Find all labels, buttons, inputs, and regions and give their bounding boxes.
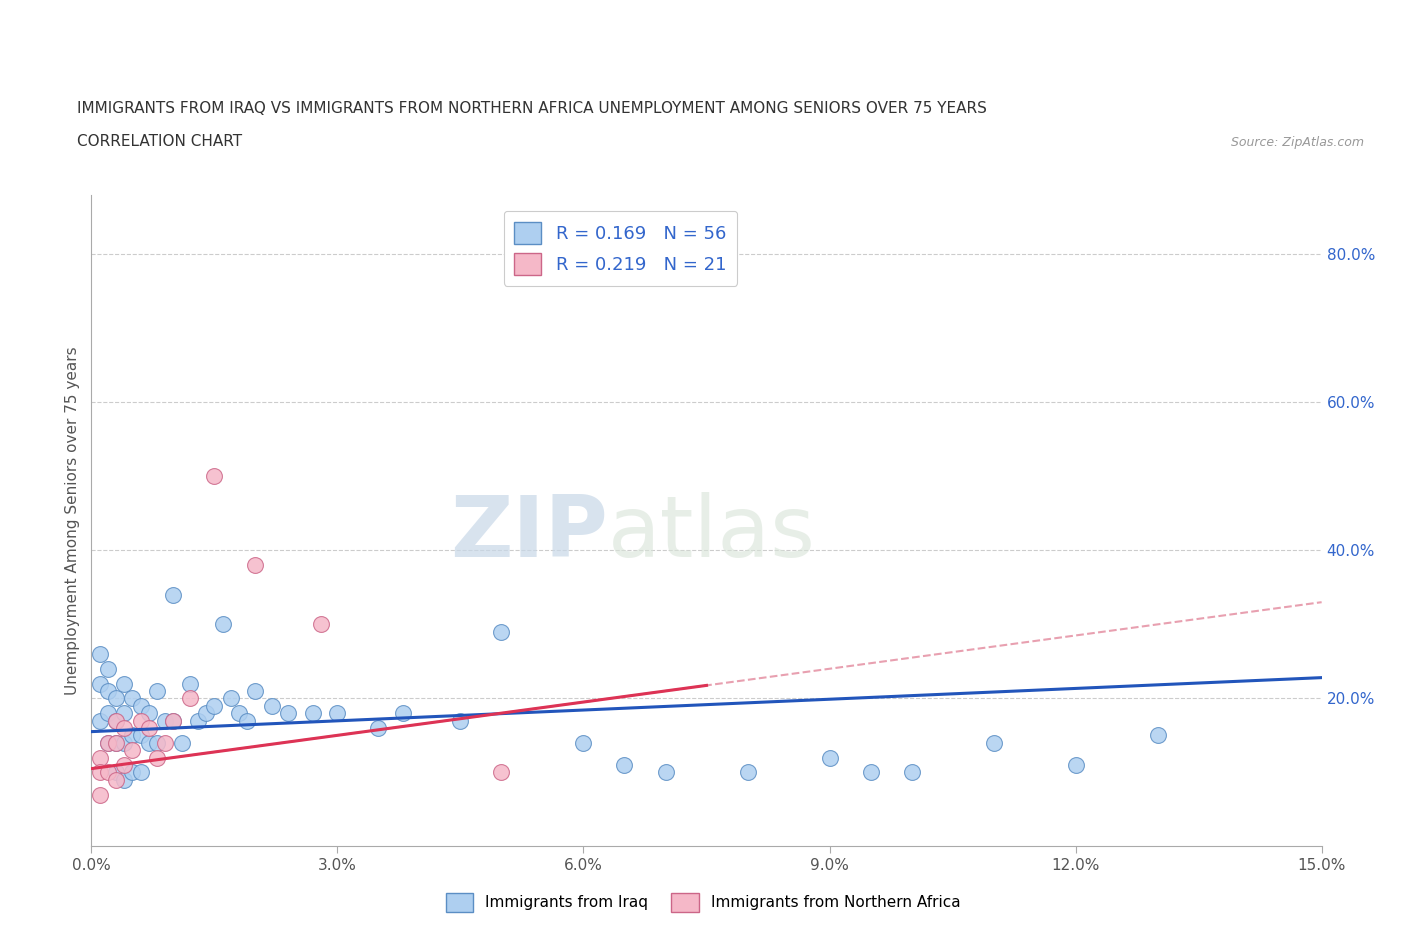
Point — [179, 691, 201, 706]
Text: IMMIGRANTS FROM IRAQ VS IMMIGRANTS FROM NORTHERN AFRICA UNEMPLOYMENT AMONG SENIO: IMMIGRANTS FROM IRAQ VS IMMIGRANTS FROM … — [77, 101, 987, 116]
Point — [219, 691, 242, 706]
Text: CORRELATION CHART: CORRELATION CHART — [77, 134, 242, 149]
Point — [121, 764, 143, 779]
Legend: R = 0.169   N = 56, R = 0.219   N = 21: R = 0.169 N = 56, R = 0.219 N = 21 — [503, 211, 737, 286]
Point — [572, 736, 595, 751]
Point — [112, 676, 135, 691]
Point — [983, 736, 1005, 751]
Point — [105, 764, 127, 779]
Point — [112, 736, 135, 751]
Point — [121, 743, 143, 758]
Point — [146, 751, 169, 765]
Point — [97, 706, 120, 721]
Point — [900, 764, 922, 779]
Point — [105, 736, 127, 751]
Point — [129, 698, 152, 713]
Point — [309, 617, 332, 631]
Point — [112, 757, 135, 772]
Point — [138, 721, 160, 736]
Point — [89, 646, 111, 661]
Point — [121, 691, 143, 706]
Point — [97, 764, 120, 779]
Point — [89, 764, 111, 779]
Point — [326, 706, 349, 721]
Point — [112, 706, 135, 721]
Point — [89, 751, 111, 765]
Point — [162, 713, 184, 728]
Point — [153, 736, 177, 751]
Point — [162, 588, 184, 603]
Point — [129, 764, 152, 779]
Point — [105, 736, 127, 751]
Point — [1146, 728, 1168, 743]
Point — [146, 684, 169, 698]
Legend: Immigrants from Iraq, Immigrants from Northern Africa: Immigrants from Iraq, Immigrants from No… — [440, 887, 966, 918]
Point — [97, 684, 120, 698]
Point — [211, 617, 233, 631]
Point — [89, 713, 111, 728]
Point — [105, 691, 127, 706]
Point — [228, 706, 250, 721]
Text: atlas: atlas — [607, 492, 815, 576]
Point — [491, 624, 513, 639]
Point — [170, 736, 193, 751]
Point — [89, 676, 111, 691]
Point — [129, 728, 152, 743]
Point — [112, 721, 135, 736]
Point — [236, 713, 259, 728]
Point — [245, 684, 267, 698]
Point — [1064, 757, 1087, 772]
Point — [367, 721, 389, 736]
Point — [97, 736, 120, 751]
Point — [187, 713, 209, 728]
Point — [146, 736, 169, 751]
Point — [818, 751, 841, 765]
Point — [105, 772, 127, 787]
Point — [202, 698, 225, 713]
Point — [162, 713, 184, 728]
Point — [301, 706, 323, 721]
Point — [491, 764, 513, 779]
Point — [121, 728, 143, 743]
Point — [153, 713, 177, 728]
Text: Source: ZipAtlas.com: Source: ZipAtlas.com — [1230, 136, 1364, 149]
Point — [138, 736, 160, 751]
Point — [613, 757, 636, 772]
Point — [195, 706, 218, 721]
Text: ZIP: ZIP — [450, 492, 607, 576]
Point — [202, 469, 225, 484]
Point — [277, 706, 299, 721]
Point — [89, 787, 111, 802]
Point — [260, 698, 283, 713]
Point — [105, 713, 127, 728]
Point — [449, 713, 471, 728]
Point — [245, 558, 267, 573]
Point — [179, 676, 201, 691]
Point — [654, 764, 676, 779]
Point — [129, 713, 152, 728]
Point — [97, 661, 120, 676]
Y-axis label: Unemployment Among Seniors over 75 years: Unemployment Among Seniors over 75 years — [65, 347, 80, 695]
Point — [392, 706, 415, 721]
Point — [737, 764, 759, 779]
Point — [138, 706, 160, 721]
Point — [97, 736, 120, 751]
Point — [112, 772, 135, 787]
Point — [105, 713, 127, 728]
Point — [859, 764, 882, 779]
